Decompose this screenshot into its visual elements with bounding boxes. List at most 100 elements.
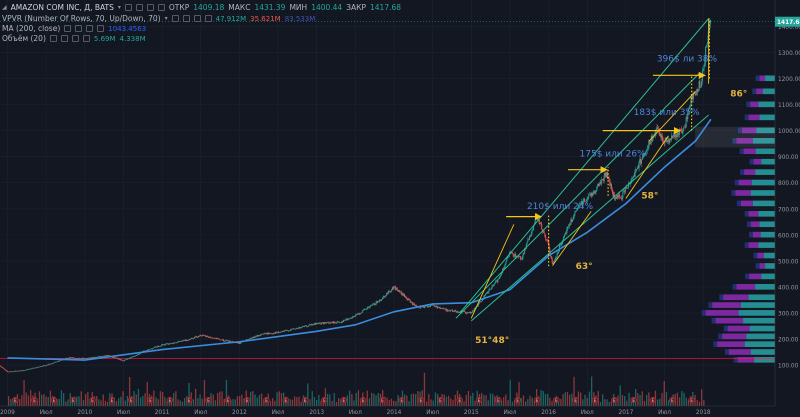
candle-body — [457, 311, 459, 313]
time-tick-label: 2010 — [77, 410, 92, 416]
candle-body — [136, 354, 138, 356]
earnings-icon-letter: E — [458, 398, 461, 403]
candle-body — [473, 308, 475, 312]
candle-body — [290, 329, 292, 331]
candle-body — [147, 349, 149, 351]
candle-body — [544, 233, 546, 237]
candle-body — [442, 308, 444, 309]
candle-body — [593, 191, 595, 194]
candle-body — [320, 323, 322, 325]
candle-body — [295, 328, 297, 330]
menu-chevron-icon[interactable]: ◢ — [2, 4, 7, 11]
settings-icon[interactable] — [182, 15, 190, 22]
volume-bar — [643, 400, 646, 406]
candle-body — [519, 256, 521, 257]
more-icon[interactable] — [97, 25, 105, 32]
candle-body — [675, 134, 677, 138]
candle-body — [524, 248, 526, 254]
candle-body — [307, 326, 309, 327]
close-icon[interactable] — [146, 4, 154, 11]
candle-body — [356, 314, 358, 316]
candle-body — [654, 135, 656, 137]
volume-bar — [313, 397, 316, 406]
candle-body — [71, 357, 73, 358]
volume-profile-down-bar — [753, 158, 762, 165]
close-icon[interactable] — [193, 15, 201, 22]
candle-body — [83, 358, 85, 359]
volume-bar — [43, 394, 45, 406]
volume-bar — [208, 400, 210, 406]
candle-body — [153, 347, 155, 349]
price-tick-label: 100.00 — [778, 364, 799, 370]
volume-bar — [599, 401, 602, 406]
volume-bar — [8, 396, 10, 406]
eye-icon[interactable] — [49, 35, 57, 42]
candle-body — [98, 356, 100, 358]
indicator-volume[interactable]: Объём (20) 5.69M 4.338M — [2, 34, 146, 43]
candle-body — [500, 273, 502, 276]
earnings-icon-letter: E — [91, 398, 94, 403]
candle-body — [488, 289, 490, 293]
candle-body — [351, 317, 353, 319]
candle-body — [14, 370, 16, 372]
candle-body — [465, 312, 467, 314]
candle-body — [22, 370, 24, 372]
time-tick-label: Июл — [194, 410, 207, 416]
candle-body — [260, 334, 262, 336]
more-icon[interactable] — [82, 35, 90, 42]
chevron-down-icon[interactable]: ▾ — [117, 4, 121, 11]
indicator-ma[interactable]: MA (200, close) 1043.4563 — [2, 24, 146, 33]
candle-body — [412, 303, 414, 305]
volume-profile-down-bar — [717, 341, 745, 347]
volume-bar — [243, 398, 245, 406]
time-tick-label: 2013 — [309, 410, 324, 416]
close-icon[interactable] — [71, 35, 79, 42]
volume-bar — [683, 392, 685, 406]
volume-ma-value: 4.338M — [119, 34, 146, 43]
candle-body — [463, 310, 465, 312]
more-icon[interactable] — [157, 4, 165, 11]
candle-body — [530, 233, 532, 237]
moving-average-line — [7, 118, 712, 361]
candle-body — [2, 367, 4, 368]
volume-profile-down-bar — [728, 349, 751, 355]
indicator-vpvr[interactable]: VPVR (Number Of Rows, 70, Up/Down, 70) ▾… — [2, 14, 315, 23]
candle-body — [478, 301, 480, 304]
volume-profile-up-bar — [759, 221, 775, 228]
price-tick-label: 200.00 — [778, 338, 799, 344]
candle-body — [374, 304, 376, 306]
volume-bar — [445, 396, 448, 406]
more-icon[interactable] — [204, 15, 212, 22]
candle-body — [305, 325, 307, 327]
candle-body — [89, 357, 91, 359]
ohlc-close-value: 1417.68 — [370, 3, 402, 12]
chevron-down-icon[interactable]: ▾ — [164, 15, 168, 22]
earnings-icon — [669, 396, 676, 404]
eye-icon[interactable] — [171, 15, 179, 22]
candle-body — [331, 321, 333, 323]
settings-icon[interactable] — [135, 4, 143, 11]
candle-body — [33, 367, 35, 369]
settings-icon[interactable] — [75, 25, 83, 32]
candle-body — [252, 337, 254, 339]
volume-profile-down-bar — [748, 211, 759, 217]
candle-body — [29, 368, 31, 370]
earnings-icon — [166, 396, 174, 404]
candle-body — [572, 216, 574, 220]
candle-body — [67, 358, 69, 360]
candle-body — [266, 333, 268, 335]
eye-icon[interactable] — [124, 4, 132, 11]
candle-body — [300, 327, 302, 328]
candle-body — [386, 293, 388, 296]
close-icon[interactable] — [86, 25, 94, 32]
candle-body — [283, 331, 285, 332]
candle-body — [188, 339, 190, 341]
settings-icon[interactable] — [60, 35, 68, 42]
candle-body — [119, 359, 121, 360]
eye-icon[interactable] — [64, 25, 72, 32]
volume-bar — [650, 400, 652, 406]
candle-body — [390, 290, 392, 293]
candle-body — [698, 81, 700, 91]
symbol-header[interactable]: ◢ AMAZON COM INC, Д, BATS ▾ ОТКР 1409.18… — [2, 3, 401, 12]
